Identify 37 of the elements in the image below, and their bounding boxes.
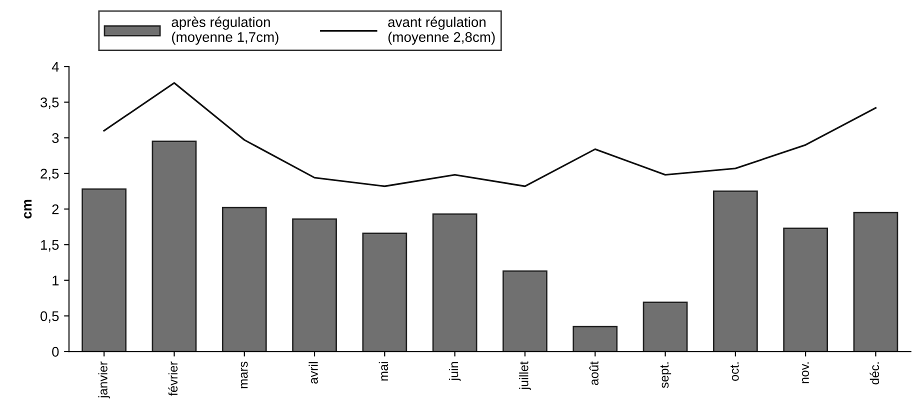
bar bbox=[222, 206, 267, 352]
x-tick-label: mai bbox=[378, 362, 388, 381]
bar bbox=[292, 218, 337, 352]
y-tick-label: 0,5 bbox=[40, 311, 59, 323]
bar bbox=[853, 212, 898, 352]
legend-label: avant régulation (moyenne 2,8cm) bbox=[388, 16, 495, 45]
bar bbox=[783, 228, 828, 352]
bar bbox=[502, 270, 548, 352]
bar bbox=[82, 188, 127, 352]
x-tick-label: nov. bbox=[802, 362, 809, 384]
y-tick-label: 1,5 bbox=[41, 240, 59, 252]
bar bbox=[712, 190, 758, 352]
bar bbox=[432, 213, 478, 352]
bar bbox=[152, 140, 197, 352]
x-tick-label: sept. bbox=[660, 362, 672, 388]
y-tick-label: 2 bbox=[52, 204, 59, 214]
y-tick-label: 2,5 bbox=[40, 168, 59, 180]
x-tick-label: février bbox=[168, 361, 178, 396]
y-tick-label: 1 bbox=[52, 276, 59, 286]
y-tick-label: 4 bbox=[52, 62, 59, 72]
x-tick-label: juillet bbox=[519, 361, 531, 390]
x-tick-label: août bbox=[589, 361, 598, 386]
y-axis-title: cm bbox=[24, 200, 32, 219]
line-series bbox=[103, 82, 877, 188]
x-tick-label: oct. bbox=[730, 362, 739, 381]
x-tick-label: avril bbox=[308, 362, 318, 384]
bar bbox=[642, 302, 688, 352]
y-tick-label: 0 bbox=[52, 346, 59, 357]
legend-label: après régulation (moyenne 1,7cm) bbox=[172, 16, 278, 45]
y-tick-label: 3,5 bbox=[40, 98, 59, 109]
x-tick-label: janvier bbox=[98, 361, 110, 398]
y-tick-label: 3 bbox=[52, 133, 59, 143]
x-tick-label: mars bbox=[240, 362, 248, 388]
x-tick-label: déc. bbox=[870, 362, 880, 384]
bar bbox=[572, 326, 618, 352]
bar bbox=[362, 232, 408, 352]
x-tick-label: juin bbox=[449, 362, 461, 382]
